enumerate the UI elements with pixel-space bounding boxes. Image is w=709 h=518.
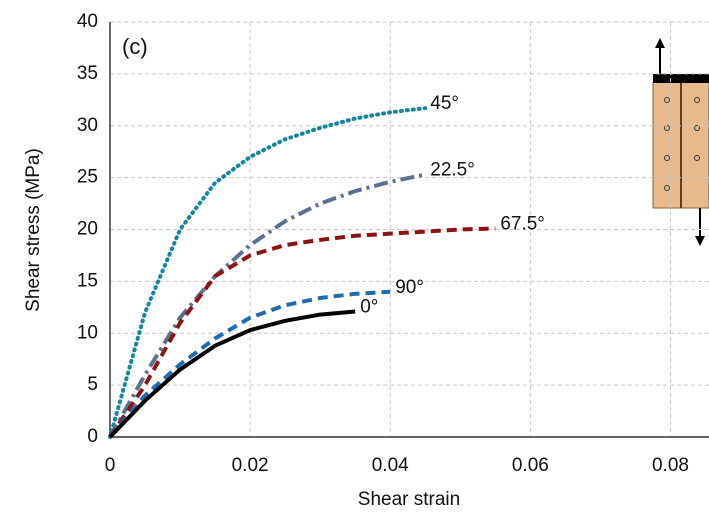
y-tick-label: 15 <box>77 270 98 291</box>
y-axis-label: Shear stress (MPa) <box>23 148 44 312</box>
x-tick-label: 0.02 <box>232 455 269 476</box>
panel-label: (c) <box>122 34 148 59</box>
series-label: 0° <box>360 296 378 317</box>
y-tick-label: 5 <box>87 374 98 395</box>
y-tick-label: 40 <box>77 11 98 32</box>
series-label: 90° <box>395 277 424 298</box>
series-line <box>108 106 428 439</box>
y-tick-label: 25 <box>77 167 98 188</box>
series-line <box>108 226 496 439</box>
y-tick-label: 10 <box>77 322 98 343</box>
y-tick-label: 20 <box>77 219 98 240</box>
series-label: 45° <box>430 93 459 114</box>
x-tick-label: 0.08 <box>652 455 689 476</box>
y-tick-label: 35 <box>77 63 98 84</box>
series-line <box>108 289 391 439</box>
series-label: 67.5° <box>500 213 545 234</box>
series-label: 22.5° <box>430 160 475 181</box>
y-tick-label: 30 <box>77 115 98 136</box>
x-tick-label: 0.04 <box>372 455 409 476</box>
x-axis-label: Shear strain <box>358 489 460 510</box>
specimen-inset <box>652 38 709 246</box>
x-tick-label: 0.06 <box>512 455 549 476</box>
series-line <box>108 309 356 439</box>
y-tick-label: 0 <box>87 426 98 447</box>
x-tick-label: 0 <box>105 455 116 476</box>
